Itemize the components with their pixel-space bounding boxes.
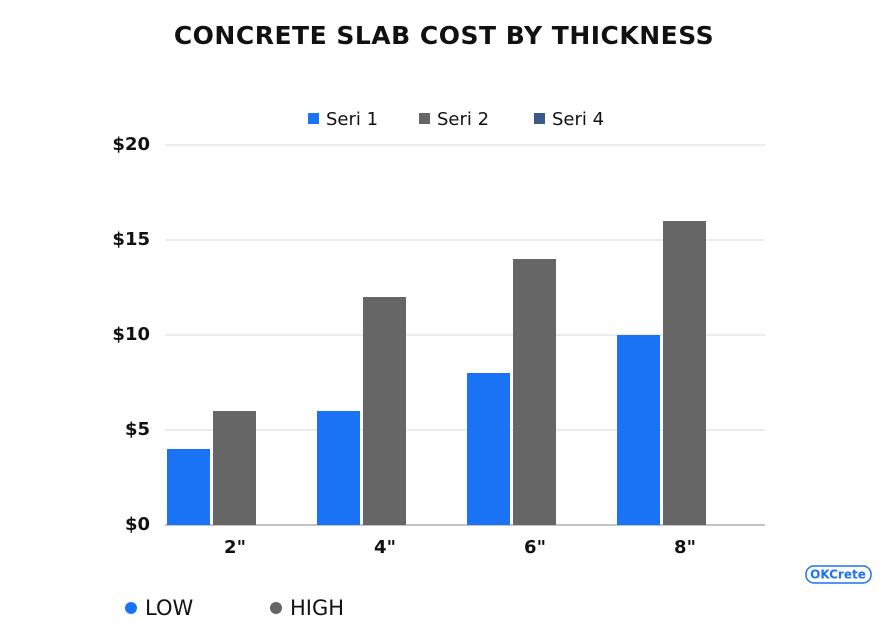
bottom-legend-dot [270,602,282,614]
y-tick-label: $5 [125,419,150,440]
bar [167,449,210,525]
y-tick-label: $15 [112,229,150,250]
chart-title: CONCRETE SLAB COST BY THICKNESS [174,21,714,50]
bar [467,373,510,525]
y-tick-label: $20 [112,134,150,155]
legend-swatch [534,113,545,124]
bar [317,411,360,525]
bar [617,335,660,525]
y-tick-label: $10 [112,324,150,345]
bottom-legend-dot [125,602,137,614]
legend-swatch [308,113,319,124]
logo: OKCrete [810,568,866,582]
legend-label: Seri 1 [326,109,378,130]
x-tick-label: 4" [374,537,396,558]
legend-label: Seri 4 [552,109,604,130]
bar [213,411,256,525]
legend-label: Seri 2 [437,109,489,130]
bar [663,221,706,525]
legend-swatch [419,113,430,124]
y-tick-label: $0 [125,514,150,535]
bar [513,259,556,525]
bottom-legend-label: HIGH [290,596,344,620]
logo-frame [805,565,872,584]
x-tick-label: 8" [674,537,696,558]
bottom-legend-label: LOW [145,596,193,620]
x-tick-label: 6" [524,537,546,558]
bar [363,297,406,525]
x-tick-label: 2" [224,537,246,558]
